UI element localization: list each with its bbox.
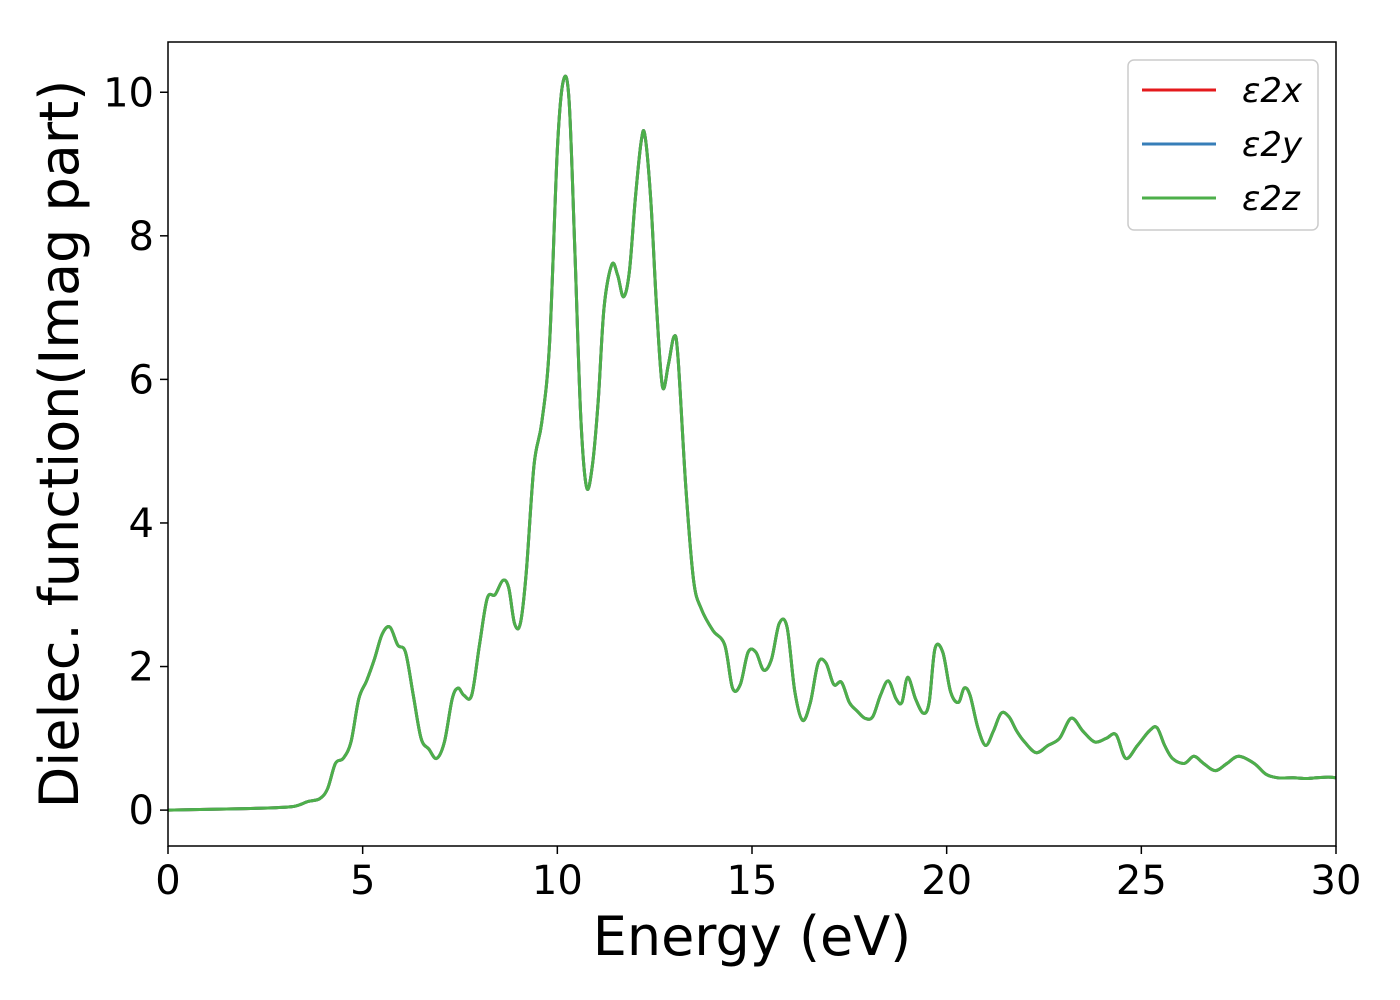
y-tick-label: 0 xyxy=(129,788,154,834)
legend-entry: ε2z xyxy=(1242,179,1301,219)
y-tick-label: 4 xyxy=(129,501,154,547)
legend-entry: ε2x xyxy=(1242,71,1303,111)
x-tick-label: 25 xyxy=(1116,858,1167,904)
plot-area xyxy=(168,74,1336,812)
x-axis-label: Energy (eV) xyxy=(593,905,912,968)
x-tick-label: 20 xyxy=(921,858,972,904)
y-axis-label: Dielec. function(Imag part) xyxy=(28,80,91,809)
y-tick-label: 8 xyxy=(129,214,154,260)
y-tick-label: 2 xyxy=(129,645,154,691)
x-tick-label: 15 xyxy=(727,858,778,904)
x-tick-label: 0 xyxy=(155,858,180,904)
legend: ε2x ε2y ε2z xyxy=(1127,59,1319,231)
x-tick-label: 5 xyxy=(350,858,375,904)
y-tick-label: 6 xyxy=(129,357,154,403)
x-tick-label: 10 xyxy=(532,858,583,904)
x-axis-ticks: 0 5 10 15 20 25 30 xyxy=(155,846,1361,904)
y-tick-label: 10 xyxy=(103,70,154,116)
x-tick-label: 30 xyxy=(1311,858,1362,904)
legend-box xyxy=(1127,59,1319,231)
legend-entry: ε2y xyxy=(1242,125,1303,165)
series-line-3 xyxy=(168,74,1336,812)
y-axis-ticks: 0 2 4 6 8 10 xyxy=(103,70,168,834)
